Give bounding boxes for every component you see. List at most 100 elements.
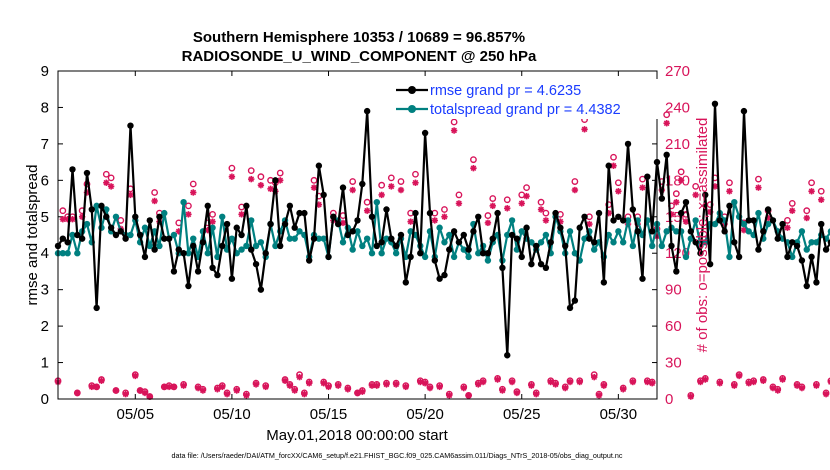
obs-possible-point: [784, 217, 791, 224]
obs-possible-point: [542, 209, 550, 217]
obs-possible-point: [151, 189, 159, 196]
totalspread-point: [581, 235, 588, 242]
totalspread-point: [624, 217, 632, 224]
obs-assimilated-point: [421, 380, 429, 387]
obs-assimilated-point: [446, 392, 453, 399]
rmse-point: [209, 264, 216, 271]
x-tick-label: 05/20: [406, 406, 444, 423]
obs-assimilated-point: [378, 191, 385, 199]
rmse-point: [528, 260, 535, 268]
obs-assimilated-point: [305, 380, 313, 387]
obs-assimilated-point: [484, 219, 492, 227]
rmse-point: [436, 275, 443, 282]
rmse-point: [417, 250, 424, 257]
rmse-point: [513, 235, 521, 242]
totalspread-point: [296, 228, 303, 235]
rmse-point: [373, 242, 381, 250]
rmse-point: [78, 235, 86, 242]
obs-possible-point: [247, 167, 255, 175]
rmse-point: [629, 206, 637, 213]
obs-assimilated-point: [141, 389, 149, 397]
obs-assimilated-point: [784, 224, 791, 231]
rmse-point: [571, 297, 579, 304]
rmse-point: [383, 206, 390, 213]
rmse-point: [586, 235, 593, 242]
rmse-point: [803, 282, 810, 290]
rmse-point: [591, 239, 598, 246]
y-right-tick-label: 0: [665, 391, 673, 408]
rmse-point: [648, 228, 656, 235]
obs-assimilated-point: [793, 382, 801, 389]
rmse-point: [320, 191, 327, 199]
obs-possible-point: [228, 164, 236, 172]
rmse-point: [161, 235, 168, 242]
obs-assimilated-point: [69, 216, 76, 223]
obs-assimilated-point: [238, 211, 245, 218]
obs-assimilated-point: [291, 387, 298, 394]
totalspread-point: [745, 228, 752, 235]
obs-possible-point: [523, 184, 530, 192]
obs-possible-point: [639, 175, 646, 183]
y-left-tick-label: 4: [41, 245, 49, 262]
obs-possible-point: [808, 179, 815, 187]
obs-assimilated-point: [107, 183, 115, 190]
obs-assimilated-point: [726, 188, 733, 195]
obs-assimilated-point: [199, 387, 207, 394]
rmse-point: [170, 268, 178, 275]
obs-possible-point: [310, 176, 318, 184]
rmse-point: [315, 162, 323, 169]
rmse-point: [330, 213, 337, 220]
totalspread-point: [702, 239, 709, 246]
rmse-point: [769, 217, 777, 224]
totalspread-point: [204, 250, 211, 257]
rmse-point: [69, 166, 76, 173]
totalspread-point: [484, 257, 492, 264]
obs-assimilated-point: [470, 164, 477, 172]
totalspread-point: [83, 220, 91, 228]
x-tick-label: 05/15: [310, 406, 348, 423]
obs-assimilated-point: [513, 389, 521, 397]
rmse-point: [431, 257, 438, 264]
totalspread-point: [566, 228, 574, 235]
obs-assimilated-point: [257, 181, 265, 189]
obs-assimilated-point: [745, 380, 752, 387]
x-tick-label: 05/25: [503, 406, 541, 423]
totalspread-point: [349, 246, 356, 253]
totalspread-point: [93, 202, 100, 210]
obs-assimilated-point: [740, 226, 748, 234]
obs-possible-point: [692, 183, 700, 190]
obs-assimilated-point: [731, 382, 738, 389]
obs-assimilated-point: [562, 384, 569, 392]
obs-possible-point: [450, 118, 458, 126]
obs-assimilated-point: [687, 393, 695, 400]
obs-assimilated-point: [412, 179, 419, 186]
obs-assimilated-point: [465, 392, 472, 399]
totalspread-point: [252, 242, 260, 250]
obs-possible-point: [412, 170, 419, 178]
totalspread-point: [180, 199, 187, 206]
totalspread-point: [808, 239, 815, 246]
obs-assimilated-point: [586, 220, 593, 228]
rmse-point: [552, 209, 559, 217]
obs-assimilated-point: [277, 177, 284, 184]
totalspread-point: [320, 235, 327, 242]
obs-assimilated-point: [774, 387, 781, 394]
obs-assimilated-point: [755, 184, 762, 191]
totalspread-point: [378, 250, 385, 257]
totalspread-point: [629, 242, 637, 250]
obs-possible-point: [677, 168, 685, 176]
rmse-point: [639, 275, 646, 282]
rmse-point: [305, 257, 313, 264]
totalspread-point: [605, 231, 612, 239]
rmse-point: [243, 202, 250, 210]
rmse-point: [716, 217, 723, 224]
obs-assimilated-point: [716, 380, 723, 387]
x-axis-label: May.01,2018 00:00:00 start: [266, 427, 448, 444]
obs-assimilated-point: [600, 382, 608, 389]
rmse-point: [107, 224, 115, 231]
obs-assimilated-point: [615, 188, 622, 195]
obs-possible-point: [441, 206, 448, 213]
totalspread-point: [238, 246, 245, 253]
rmse-point: [687, 228, 695, 235]
